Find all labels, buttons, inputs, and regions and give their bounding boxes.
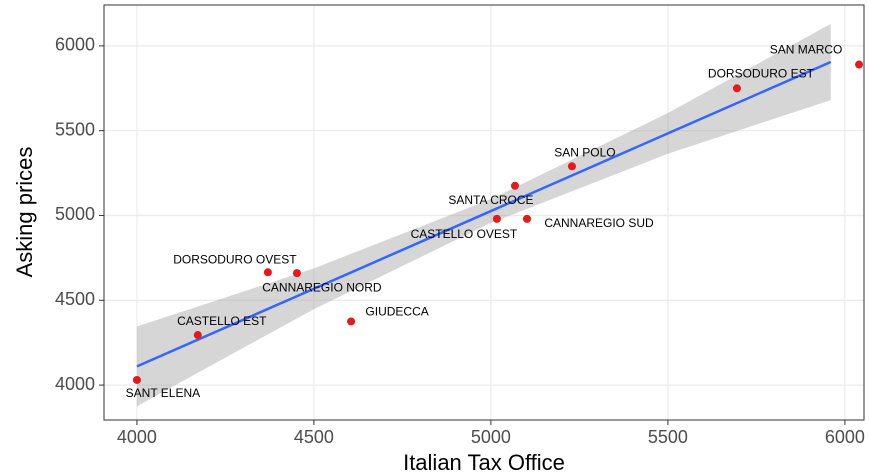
x-tick-label: 5000 <box>471 427 511 447</box>
point-label: CANNAREGIO NORD <box>262 280 382 294</box>
point <box>492 214 501 223</box>
y-axis-title: Asking prices <box>12 147 37 278</box>
point-label: CANNAREGIO SUD <box>544 216 654 230</box>
point-label: SAN MARCO <box>770 43 843 57</box>
y-tick-label: 4500 <box>55 289 95 309</box>
point <box>510 181 519 190</box>
x-tick-label: 6000 <box>825 427 865 447</box>
point-label: GIUDECCA <box>365 305 428 319</box>
point-label: SAN POLO <box>554 145 615 159</box>
point <box>263 268 272 277</box>
panel-border <box>103 4 865 421</box>
point <box>523 214 532 223</box>
y-tick-label: 4000 <box>55 374 95 394</box>
point-label: CASTELLO OVEST <box>411 227 518 241</box>
point-label: CASTELLO EST <box>177 314 267 328</box>
point <box>132 375 141 384</box>
y-tick-label: 6000 <box>55 35 95 55</box>
x-tick-label: 5500 <box>648 427 688 447</box>
point <box>292 269 301 278</box>
point-label: DORSODURO EST <box>708 66 815 80</box>
y-tick-label: 5500 <box>55 119 95 139</box>
point <box>855 60 864 69</box>
point <box>193 331 202 340</box>
point <box>732 84 741 93</box>
panel <box>104 5 864 420</box>
x-axis-title: Italian Tax Office <box>403 450 565 475</box>
point-label: DORSODURO OVEST <box>173 252 297 266</box>
point <box>347 317 356 326</box>
y-tick-label: 5000 <box>55 204 95 224</box>
x-tick-label: 4000 <box>117 427 157 447</box>
fit-line <box>136 60 832 368</box>
point-label: SANTA CROCE <box>448 193 533 207</box>
x-tick-label: 4500 <box>294 427 334 447</box>
point-label: SANT ELENA <box>126 386 200 400</box>
point <box>567 162 576 171</box>
